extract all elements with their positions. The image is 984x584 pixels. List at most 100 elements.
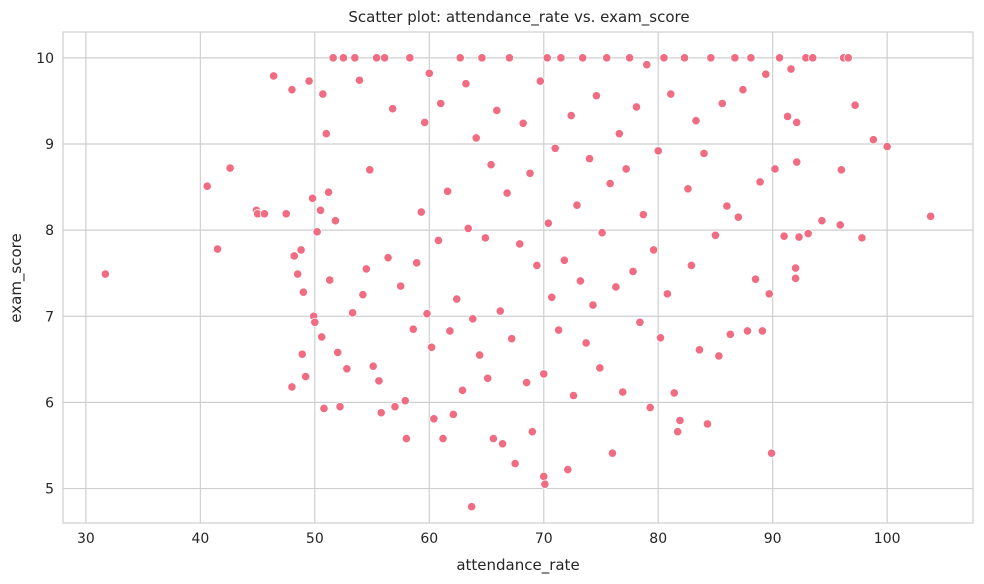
data-point bbox=[566, 110, 576, 121]
data-point bbox=[638, 210, 648, 220]
data-point bbox=[312, 227, 322, 237]
data-point bbox=[318, 89, 328, 99]
data-point bbox=[461, 79, 471, 89]
y-tick-label: 7 bbox=[45, 309, 54, 325]
x-tick-label: 50 bbox=[306, 531, 324, 547]
data-point bbox=[597, 228, 607, 238]
data-point bbox=[655, 333, 666, 343]
data-point bbox=[225, 163, 235, 173]
data-point bbox=[347, 308, 358, 318]
data-point bbox=[330, 216, 341, 226]
data-point bbox=[297, 349, 307, 359]
data-point bbox=[408, 324, 418, 334]
data-point bbox=[642, 60, 652, 70]
data-point bbox=[202, 181, 212, 191]
data-point bbox=[486, 160, 496, 170]
data-point bbox=[495, 306, 505, 316]
x-tick-labels: 30 40 50 60 70 80 90 100 bbox=[77, 531, 901, 547]
data-point bbox=[401, 433, 411, 444]
data-point bbox=[342, 364, 352, 374]
data-point bbox=[504, 53, 515, 63]
data-point bbox=[289, 251, 299, 261]
data-point bbox=[420, 117, 430, 128]
data-point bbox=[550, 143, 560, 153]
data-point bbox=[502, 188, 512, 198]
data-point bbox=[383, 253, 393, 263]
data-point bbox=[532, 260, 542, 271]
data-point bbox=[607, 448, 618, 458]
data-point bbox=[497, 439, 508, 449]
x-tick-label: 30 bbox=[77, 531, 95, 547]
data-point bbox=[315, 205, 326, 215]
data-point bbox=[779, 231, 789, 241]
data-point bbox=[786, 64, 796, 74]
data-point bbox=[321, 129, 331, 139]
data-point bbox=[803, 228, 813, 239]
data-point bbox=[605, 179, 615, 189]
data-point bbox=[448, 409, 458, 420]
data-point bbox=[730, 53, 740, 63]
data-point bbox=[365, 165, 375, 175]
data-point bbox=[480, 233, 490, 243]
data-point bbox=[281, 209, 291, 219]
y-tick-label: 9 bbox=[45, 137, 54, 153]
data-point bbox=[361, 264, 371, 274]
y-tick-label: 5 bbox=[45, 482, 54, 498]
data-point bbox=[774, 53, 785, 63]
data-point bbox=[673, 427, 683, 437]
y-axis-label: exam_score bbox=[7, 233, 26, 322]
x-tick-label: 90 bbox=[764, 531, 782, 547]
data-point bbox=[761, 69, 771, 79]
data-point bbox=[691, 116, 701, 126]
data-point bbox=[358, 290, 368, 300]
data-point bbox=[400, 396, 410, 406]
data-point bbox=[298, 287, 308, 297]
data-point bbox=[702, 419, 713, 429]
data-point bbox=[611, 282, 621, 292]
data-point bbox=[301, 371, 311, 382]
data-point bbox=[477, 53, 487, 63]
data-point bbox=[354, 75, 365, 85]
x-tick-label: 80 bbox=[649, 531, 667, 547]
data-point bbox=[333, 347, 343, 358]
data-point bbox=[539, 369, 549, 379]
data-point bbox=[725, 329, 735, 339]
data-point bbox=[679, 53, 690, 63]
data-point bbox=[669, 388, 679, 398]
data-point bbox=[445, 326, 455, 336]
data-point bbox=[488, 433, 498, 444]
data-point bbox=[372, 53, 382, 63]
data-point bbox=[792, 117, 802, 128]
data-point bbox=[836, 165, 846, 175]
data-point bbox=[926, 211, 936, 221]
data-point bbox=[742, 326, 753, 336]
data-point bbox=[390, 402, 400, 412]
data-point bbox=[457, 385, 468, 395]
data-point bbox=[525, 168, 535, 178]
data-point bbox=[335, 402, 345, 412]
data-point bbox=[424, 68, 434, 78]
gridlines bbox=[63, 32, 973, 523]
data-point bbox=[706, 53, 716, 63]
data-point bbox=[304, 76, 314, 86]
data-point bbox=[510, 458, 520, 469]
y-tick-labels: 5 6 7 8 9 10 bbox=[36, 51, 54, 498]
data-point bbox=[452, 294, 462, 304]
data-point bbox=[868, 135, 879, 145]
x-axis-label: attendance_rate bbox=[456, 556, 579, 575]
data-point bbox=[588, 300, 598, 310]
data-point bbox=[835, 220, 845, 230]
data-point bbox=[882, 141, 892, 152]
data-point bbox=[666, 89, 676, 99]
data-point bbox=[621, 164, 631, 174]
data-point bbox=[426, 342, 437, 352]
data-point bbox=[843, 53, 853, 63]
data-point bbox=[543, 218, 553, 228]
data-point bbox=[521, 377, 532, 388]
data-point bbox=[770, 164, 780, 174]
data-point bbox=[563, 464, 573, 475]
data-point bbox=[429, 414, 439, 424]
data-point bbox=[368, 361, 378, 371]
x-tick-label: 100 bbox=[874, 531, 901, 547]
data-point bbox=[380, 53, 390, 63]
